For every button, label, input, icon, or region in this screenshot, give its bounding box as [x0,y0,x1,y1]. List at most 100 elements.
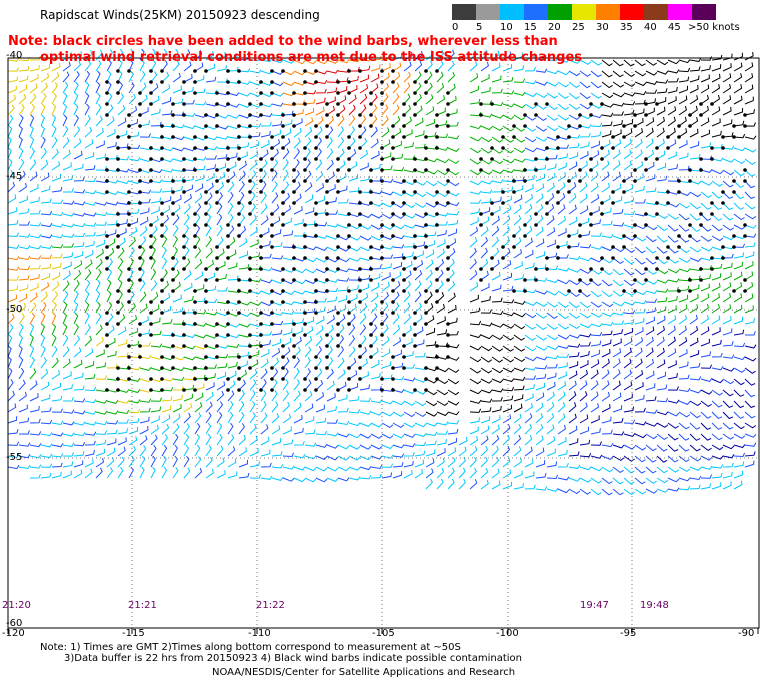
wind-barb [216,192,224,204]
wind-barb [612,380,621,391]
wind-barb [546,70,559,75]
wind-barb [667,295,678,303]
wind-barb [722,354,735,359]
wind-barb [425,303,434,314]
wind-barb [315,170,324,182]
wind-barb [733,271,743,281]
wind-barb [293,327,303,336]
wind-barb [106,438,117,446]
wind-barb [491,114,504,119]
wind-barb [502,378,515,383]
wind-barb [370,163,381,171]
flag-circle [127,69,131,73]
wind-barb [491,226,500,237]
wind-barb [51,186,63,193]
flag-circle [666,146,670,150]
flag-circle [127,201,131,205]
flag-circle [193,212,197,216]
wind-barb [645,336,654,347]
wind-barb [183,224,190,237]
flag-circle [149,388,153,392]
flag-circle [171,289,175,293]
wind-barb [40,185,51,193]
flag-circle [292,256,296,260]
wind-barb [700,168,713,173]
wind-barb [139,435,148,446]
flag-circle [358,377,362,381]
wind-barb [722,53,733,61]
wind-barb [40,125,46,138]
wind-barb [161,280,169,292]
wind-barb [667,127,676,138]
lat-label: -55 [6,452,23,463]
wind-barb [447,304,457,314]
wind-barb [249,448,259,457]
wind-barb [128,208,140,215]
wind-barb [150,424,159,435]
wind-barb [315,97,326,105]
wind-barb [304,336,313,347]
wind-barb [117,93,125,105]
wind-barb [84,361,95,369]
wind-barb [579,477,592,483]
wind-barb [249,369,258,380]
wind-barb [601,268,613,276]
wind-barb [128,247,135,259]
colorbar-label: >50 knots [688,22,740,33]
wind-barb [546,334,559,341]
wind-barb [51,291,59,303]
flag-circle [193,80,197,84]
wind-barb [612,160,621,171]
flag-circle [369,113,373,117]
wind-barb [238,160,247,171]
flag-circle [182,267,186,271]
flag-circle [479,102,483,106]
wind-barb [370,324,378,336]
wind-barb [150,317,161,325]
wind-barb [359,465,372,471]
wind-barb [106,290,112,303]
wind-barb [436,367,449,373]
flag-circle [424,223,428,227]
wind-barb [117,257,124,270]
wind-barb [271,451,283,457]
wind-barb [227,92,240,97]
wind-barb [700,303,709,314]
wind-barb [612,129,622,138]
flag-circle [193,223,197,227]
wind-barb [590,140,600,149]
flag-circle [589,102,593,106]
wind-barb [469,237,478,248]
wind-barb [238,360,248,369]
wind-barb [733,378,745,386]
wind-barb [183,375,196,381]
flag-circle [622,245,626,249]
wind-barb [106,129,116,138]
flag-circle [171,366,175,370]
wind-barb [425,449,436,457]
flag-circle [380,168,384,172]
wind-barb [337,295,348,303]
wind-barb [84,421,97,426]
wind-barb [711,191,723,199]
wind-barb [645,138,654,149]
wind-barb [18,245,31,250]
flag-circle [534,168,538,172]
flag-circle [138,124,142,128]
flag-circle [446,355,450,359]
flag-circle [325,278,329,282]
wind-barb [458,436,468,446]
wind-barb [73,138,82,149]
wind-barb [205,285,217,292]
flag-circle [160,223,164,227]
wind-barb [381,115,389,127]
flag-circle [237,300,241,304]
wind-barb [7,266,20,271]
wind-barb [502,285,514,292]
wind-barb [18,464,31,470]
wind-barb [194,156,207,161]
wind-barb [480,61,489,72]
wind-barb [106,179,119,184]
wind-barb [348,409,361,414]
wind-barb [502,457,511,468]
